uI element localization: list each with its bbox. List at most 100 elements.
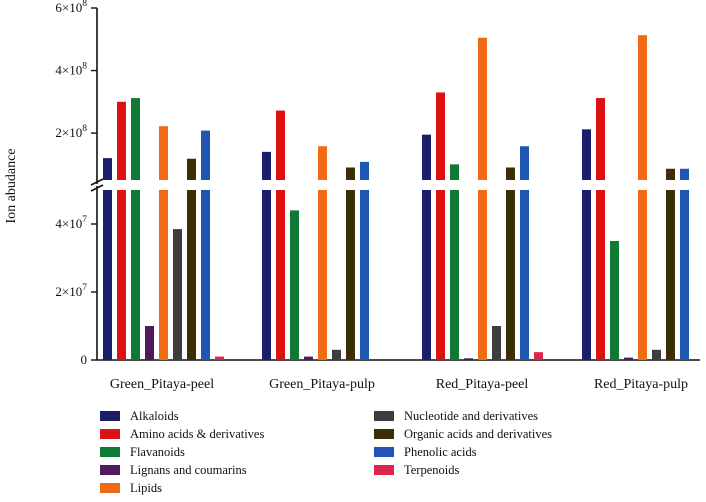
- bar-red-pitaya-peel-lipids: [478, 37, 487, 360]
- bar-green-pitaya-pulp-organic-acids-and-derivatives: [346, 167, 355, 360]
- bar-red-pitaya-peel-phenolic-acids: [520, 146, 529, 360]
- legend-item-terpenoids: Terpenoids: [374, 463, 459, 477]
- legend-item-flavanoids: Flavanoids: [100, 445, 185, 459]
- bar-red-pitaya-peel-lipids-lower-part: [478, 190, 487, 360]
- legend-swatch: [374, 429, 394, 439]
- bar-green-pitaya-peel-alkaloids: [103, 158, 112, 360]
- y-tick-label-lower-2: 4×107: [55, 215, 87, 231]
- bar-red-pitaya-peel-terpenoids: [534, 352, 543, 360]
- bar-green-pitaya-pulp-alkaloids-lower-part: [262, 190, 271, 360]
- y-axis-title: Ion abudance: [4, 148, 19, 223]
- bars-group: [103, 35, 689, 360]
- bar-green-pitaya-peel-amino-acids-derivatives-lower-part: [117, 190, 126, 360]
- bar-red-pitaya-peel-alkaloids-upper-part: [422, 134, 431, 180]
- x-category-label-red-pitaya-peel: Red_Pitaya-peel: [436, 377, 529, 392]
- bar-green-pitaya-pulp-phenolic-acids-lower-part: [360, 190, 369, 360]
- bar-green-pitaya-peel-phenolic-acids-lower-part: [201, 190, 210, 360]
- legend-item-alkaloids: Alkaloids: [100, 409, 179, 423]
- bar-red-pitaya-peel-alkaloids: [422, 134, 431, 360]
- x-category-label-green-pitaya-peel: Green_Pitaya-peel: [110, 377, 214, 392]
- bar-red-pitaya-peel-amino-acids-derivatives-upper-part: [436, 92, 445, 180]
- axis-break-mark-lower: [90, 184, 104, 192]
- bar-red-pitaya-peel-phenolic-acids-upper-part: [520, 146, 529, 180]
- legend-item-lipids: Lipids: [100, 481, 162, 495]
- bar-red-pitaya-pulp-alkaloids-upper-part: [582, 129, 591, 180]
- bar-red-pitaya-peel-organic-acids-and-derivatives: [506, 167, 515, 360]
- legend-item-nucleotide-and-derivatives: Nucleotide and derivatives: [374, 409, 538, 423]
- bar-red-pitaya-pulp-amino-acids-derivatives-upper-part: [596, 98, 605, 180]
- bar-red-pitaya-pulp-organic-acids-and-derivatives-lower-part: [666, 190, 675, 360]
- bar-green-pitaya-pulp-amino-acids-derivatives-upper-part: [276, 110, 285, 180]
- legend-swatch: [374, 447, 394, 457]
- bar-green-pitaya-pulp-lipids: [318, 146, 327, 360]
- bar-red-pitaya-pulp-phenolic-acids-upper-part: [680, 168, 689, 180]
- legend-label: Flavanoids: [130, 445, 185, 459]
- legend-item-phenolic-acids: Phenolic acids: [374, 445, 477, 459]
- legend-swatch: [100, 483, 120, 493]
- bar-red-pitaya-peel-alkaloids-lower-part: [422, 190, 431, 360]
- legend-label: Alkaloids: [130, 409, 179, 423]
- bar-red-pitaya-pulp-flavanoids: [610, 241, 619, 360]
- bar-green-pitaya-peel-phenolic-acids-upper-part: [201, 130, 210, 180]
- bar-green-pitaya-peel-lipids: [159, 126, 168, 360]
- bar-green-pitaya-peel-phenolic-acids: [201, 130, 210, 360]
- legend-label: Organic acids and derivatives: [404, 427, 552, 441]
- legend-item-amino-acids-derivatives: Amino acids & derivatives: [100, 427, 264, 441]
- bar-green-pitaya-pulp-flavanoids: [290, 210, 299, 360]
- legend-label: Terpenoids: [404, 463, 459, 477]
- y-tick-label-lower-0: 0: [81, 352, 88, 367]
- legend-label: Lipids: [130, 481, 162, 495]
- bar-red-pitaya-peel-phenolic-acids-lower-part: [520, 190, 529, 360]
- bar-red-pitaya-peel-amino-acids-derivatives: [436, 92, 445, 360]
- bar-green-pitaya-peel-terpenoids: [215, 356, 224, 360]
- bar-red-pitaya-peel-nucleotide-and-derivatives: [492, 326, 501, 360]
- bar-green-pitaya-peel-amino-acids-derivatives: [117, 101, 126, 360]
- legend-label: Phenolic acids: [404, 445, 477, 459]
- bar-green-pitaya-pulp-amino-acids-derivatives-lower-part: [276, 190, 285, 360]
- y-tick-label-upper-2: 6×108: [55, 0, 87, 15]
- bar-red-pitaya-pulp-amino-acids-derivatives: [596, 98, 605, 360]
- bar-green-pitaya-pulp-lipids-upper-part: [318, 146, 327, 180]
- bar-red-pitaya-pulp-organic-acids-and-derivatives: [666, 168, 675, 360]
- bar-red-pitaya-pulp-alkaloids: [582, 129, 591, 360]
- legend-group: Alkaloids Amino acids & derivatives Flavan…: [100, 409, 552, 495]
- bar-green-pitaya-pulp-lipids-lower-part: [318, 190, 327, 360]
- y-tick-label-upper-1: 4×108: [55, 62, 87, 78]
- bar-green-pitaya-pulp-organic-acids-and-derivatives-lower-part: [346, 190, 355, 360]
- legend-swatch: [374, 411, 394, 421]
- bar-green-pitaya-peel-nucleotide-and-derivatives: [173, 229, 182, 360]
- bar-green-pitaya-peel-organic-acids-and-derivatives-lower-part: [187, 190, 196, 360]
- legend-swatch: [100, 411, 120, 421]
- y-tick-label-lower-1: 2×107: [55, 283, 87, 299]
- bar-green-pitaya-peel-lignans-and-coumarins: [145, 326, 154, 360]
- bar-red-pitaya-pulp-nucleotide-and-derivatives: [652, 349, 661, 360]
- bar-green-pitaya-pulp-phenolic-acids: [360, 161, 369, 360]
- bar-red-pitaya-pulp-lipids-upper-part: [638, 35, 647, 180]
- bar-green-pitaya-pulp-nucleotide-and-derivatives: [332, 349, 341, 360]
- bar-green-pitaya-pulp-alkaloids: [262, 151, 271, 360]
- bar-red-pitaya-pulp-organic-acids-and-derivatives-upper-part: [666, 168, 675, 180]
- bar-red-pitaya-peel-lipids-upper-part: [478, 37, 487, 180]
- bar-green-pitaya-pulp-alkaloids-upper-part: [262, 151, 271, 180]
- bar-red-pitaya-peel-flavanoids-lower-part: [450, 190, 459, 360]
- bar-red-pitaya-pulp-phenolic-acids: [680, 168, 689, 360]
- x-category-label-red-pitaya-pulp: Red_Pitaya-pulp: [594, 377, 688, 392]
- bar-green-pitaya-pulp-lignans-and-coumarins: [304, 356, 313, 360]
- bar-red-pitaya-peel-organic-acids-and-derivatives-lower-part: [506, 190, 515, 360]
- bar-red-pitaya-pulp-amino-acids-derivatives-lower-part: [596, 190, 605, 360]
- bar-green-pitaya-peel-amino-acids-derivatives-upper-part: [117, 101, 126, 180]
- bar-green-pitaya-peel-lipids-lower-part: [159, 190, 168, 360]
- bar-green-pitaya-peel-flavanoids-lower-part: [131, 190, 140, 360]
- bar-green-pitaya-pulp-organic-acids-and-derivatives-upper-part: [346, 167, 355, 180]
- bar-green-pitaya-peel-flavanoids-upper-part: [131, 98, 140, 180]
- bar-red-pitaya-peel-flavanoids-upper-part: [450, 164, 459, 180]
- bar-red-pitaya-peel-amino-acids-derivatives-lower-part: [436, 190, 445, 360]
- legend-label: Amino acids & derivatives: [130, 427, 264, 441]
- bar-green-pitaya-peel-alkaloids-lower-part: [103, 190, 112, 360]
- bar-red-pitaya-pulp-lignans-and-coumarins: [624, 357, 633, 360]
- x-category-label-green-pitaya-pulp: Green_Pitaya-pulp: [269, 377, 375, 392]
- legend-swatch: [100, 465, 120, 475]
- bar-green-pitaya-pulp-phenolic-acids-upper-part: [360, 161, 369, 180]
